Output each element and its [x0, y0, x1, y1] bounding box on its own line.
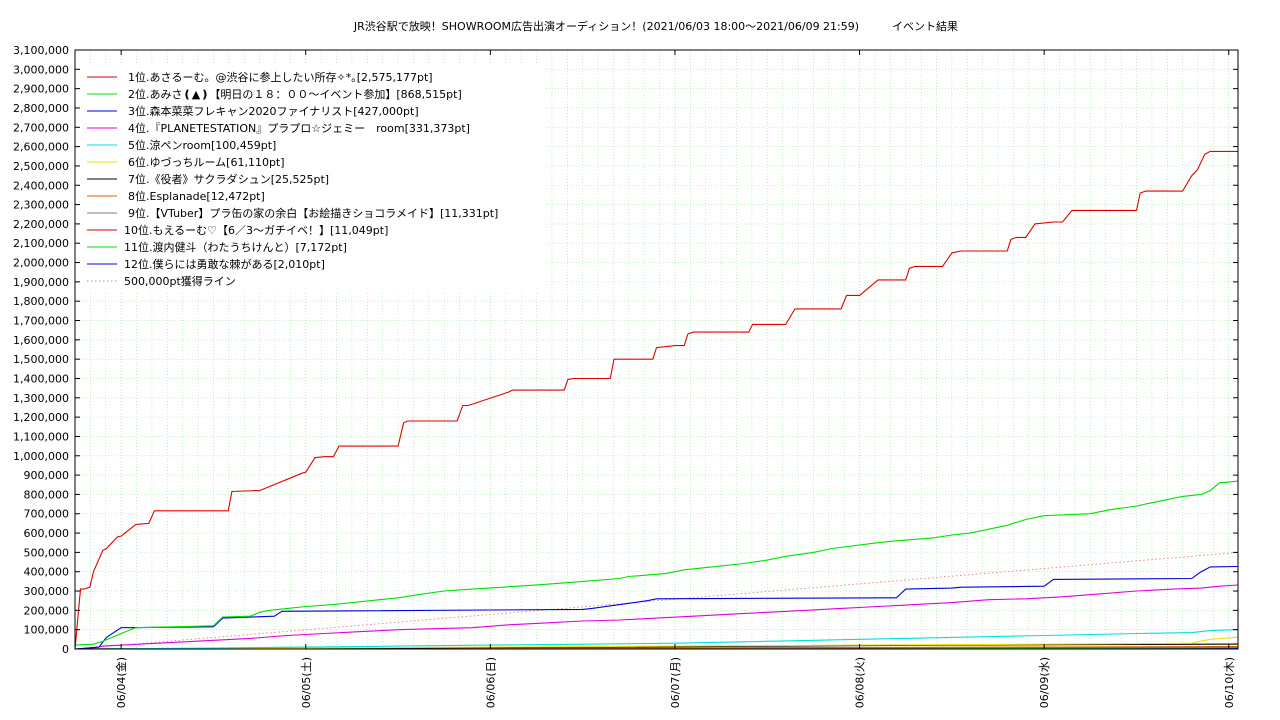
series-line-2	[74, 480, 1239, 646]
chart-title: JR渋谷駅で放映！SHOWROOM広告出演オーディション！(2021/06/03…	[353, 19, 958, 33]
x-tick-label: 06/07(月)	[669, 657, 682, 708]
series-line-1	[74, 150, 1238, 650]
legend-entry: 12位.僕らには勇敢な棘がある[2,010pt]	[124, 257, 325, 271]
y-tick-label: 2,700,000	[13, 121, 69, 134]
y-tick-label: 2,800,000	[13, 102, 69, 115]
legend-entry: 500,000pt獲得ライン	[124, 275, 236, 288]
y-tick-label: 100,000	[24, 624, 70, 637]
y-tick-label: 500,000	[24, 546, 70, 559]
legend-entry: 7位.《役者》サクラダシュン[25,525pt]	[128, 172, 329, 186]
series-line-5	[74, 629, 1239, 650]
y-tick-label: 1,200,000	[13, 411, 69, 424]
y-tick-label: 1,700,000	[13, 315, 69, 328]
y-tick-label: 2,000,000	[13, 257, 69, 270]
x-tick-label: 06/05(土)	[300, 657, 313, 708]
plot-frame	[74, 49, 1239, 650]
y-tick-label: 800,000	[24, 488, 70, 501]
y-tick-label: 1,800,000	[13, 295, 69, 308]
y-tick-label: 300,000	[24, 585, 70, 598]
legend-entry: 2位.あみさ❪▲❫【明日の１８：００〜イベント参加】[868,515pt]	[128, 87, 462, 101]
series-line-13	[74, 551, 1239, 650]
y-tick-label: 1,900,000	[13, 276, 69, 289]
legend-entry: 8位.Esplanade[12,472pt]	[128, 189, 265, 203]
legend-entry: 11位.渡内健斗（わたうちけんと）[7,172pt]	[124, 240, 347, 254]
x-tick-label: 06/04(金)	[114, 657, 128, 708]
y-tick-label: 0	[62, 643, 69, 656]
y-tick-label: 1,600,000	[13, 334, 69, 347]
series-line-3	[74, 565, 1239, 650]
y-tick-label: 2,200,000	[13, 218, 69, 231]
y-tick-label: 1,500,000	[13, 353, 69, 366]
x-tick-label: 06/08(火)	[854, 657, 867, 708]
y-tick-label: 2,100,000	[13, 237, 69, 250]
y-tick-label: 900,000	[24, 469, 70, 482]
series-line-4	[74, 584, 1239, 650]
y-tick-label: 1,300,000	[13, 392, 69, 405]
y-tick-label: 1,100,000	[13, 430, 69, 443]
x-tick-label: 06/06(日)	[484, 657, 497, 708]
x-tick-label: 06/09(水)	[1038, 657, 1051, 708]
y-tick-label: 2,900,000	[13, 83, 69, 96]
legend-box	[80, 64, 544, 292]
y-tick-label: 2,300,000	[13, 199, 69, 212]
legend-entry: 6位.ゆづっちルーム[61,110pt]	[128, 155, 285, 169]
axes: 0 100,000 200,000 300,000 400,000 500,000 600,…	[13, 44, 1238, 708]
y-tick-label: 600,000	[24, 527, 70, 540]
y-tick-label: 2,600,000	[13, 141, 69, 154]
y-tick-label: 3,100,000	[13, 44, 69, 57]
legend: 1位.あさるーむ。@渋谷に参上したい所存✧*｡[2,575,177pt] 2位.あ…	[80, 64, 544, 292]
y-tick-label: 2,500,000	[13, 160, 69, 173]
legend-entry: 10位.もえるーむ♡【6／3〜ガチイベ！】[11,049pt]	[124, 223, 388, 237]
y-tick-label: 700,000	[24, 508, 70, 521]
legend-entry: 5位.涼ペンroom[100,459pt]	[128, 138, 276, 152]
y-tick-label: 3,000,000	[13, 63, 69, 76]
legend-entry: 4位.『PLANETESTATION』プラプロ☆ジェミー room[331,37…	[128, 121, 470, 135]
y-tick-label: 400,000	[24, 566, 70, 579]
y-tick-label: 1,000,000	[13, 450, 69, 463]
legend-entry: 9位.【VTuber】プラ缶の家の余白【お絵描きショコラメイド】[11,331p…	[128, 206, 498, 220]
y-tick-label: 200,000	[24, 604, 70, 617]
y-tick-label: 1,400,000	[13, 372, 69, 385]
y-tick-label: 2,400,000	[13, 179, 69, 192]
legend-entry: 1位.あさるーむ。@渋谷に参上したい所存✧*｡[2,575,177pt]	[128, 70, 433, 84]
x-tick-label: 06/10(木)	[1223, 657, 1236, 708]
legend-entry: 3位.森本菜菜フレキャン2020ファイナリスト[427,000pt]	[128, 104, 419, 118]
